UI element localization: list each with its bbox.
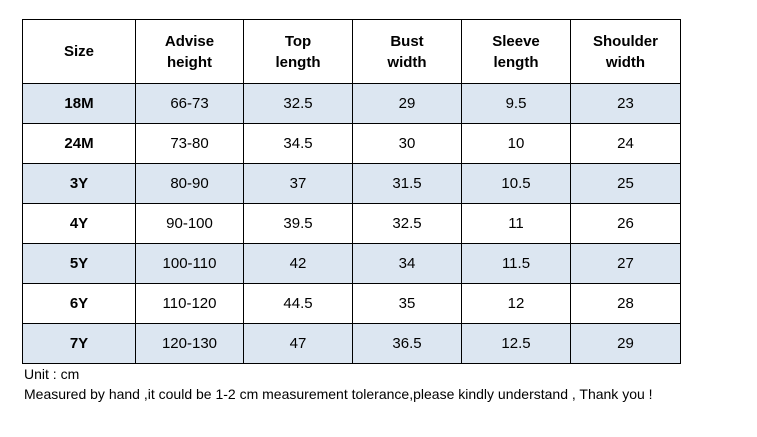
header-row: Size Advise height Top length Bust width Sleeve… — [22, 19, 681, 84]
size-cell: 7Y — [22, 323, 136, 364]
value-cell: 66-73 — [135, 83, 244, 124]
value-cell: 24 — [570, 123, 681, 164]
value-cell: 28 — [570, 283, 681, 324]
header-line: width — [387, 53, 427, 71]
header-line: Top — [284, 32, 312, 50]
value-cell: 29 — [352, 83, 462, 124]
table-row: 24M 73-80 34.5 30 10 24 — [22, 123, 681, 164]
header-cell: Sleeve length — [461, 19, 571, 84]
header-line: length — [493, 53, 539, 71]
value-cell: 10.5 — [461, 163, 571, 204]
table-row: 6Y 110-120 44.5 35 12 28 — [22, 283, 681, 324]
value-cell: 12.5 — [461, 323, 571, 364]
value-cell: 39.5 — [243, 203, 353, 244]
value-cell: 27 — [570, 243, 681, 284]
header-line: height — [167, 53, 212, 71]
size-cell: 4Y — [22, 203, 136, 244]
value-cell: 30 — [352, 123, 462, 164]
header-line: Size — [63, 43, 94, 60]
value-cell: 9.5 — [461, 83, 571, 124]
size-cell: 6Y — [22, 283, 136, 324]
value-cell: 10 — [461, 123, 571, 164]
size-cell: 3Y — [22, 163, 136, 204]
value-cell: 37 — [243, 163, 353, 204]
header-cell: Top length — [243, 19, 353, 84]
value-cell: 44.5 — [243, 283, 353, 324]
header-line: Sleeve — [492, 32, 540, 50]
value-cell: 80-90 — [135, 163, 244, 204]
value-cell: 31.5 — [352, 163, 462, 204]
tolerance-note: Measured by hand ,it could be 1-2 cm mea… — [24, 386, 653, 402]
value-cell: 11.5 — [461, 243, 571, 284]
header-line: Bust — [390, 32, 424, 50]
header-line: width — [605, 53, 646, 71]
unit-note: Unit : cm — [24, 366, 80, 382]
value-cell: 42 — [243, 243, 353, 284]
value-cell: 47 — [243, 323, 353, 364]
header-cell: Advise height — [135, 19, 244, 84]
value-cell: 32.5 — [243, 83, 353, 124]
value-cell: 36.5 — [352, 323, 462, 364]
table-row: 5Y 100-110 42 34 11.5 27 — [22, 243, 681, 284]
value-cell: 34.5 — [243, 123, 353, 164]
table-row: 4Y 90-100 39.5 32.5 11 26 — [22, 203, 681, 244]
value-cell: 110-120 — [135, 283, 244, 324]
header-line: Advise — [164, 32, 215, 50]
value-cell: 100-110 — [135, 243, 244, 284]
header-line: length — [275, 53, 321, 71]
table-row: 3Y 80-90 37 31.5 10.5 25 — [22, 163, 681, 204]
table-row: 7Y 120-130 47 36.5 12.5 29 — [22, 323, 681, 364]
size-cell: 24M — [22, 123, 136, 164]
value-cell: 11 — [461, 203, 571, 244]
value-cell: 12 — [461, 283, 571, 324]
size-cell: 18M — [22, 83, 136, 124]
header-cell: Size — [22, 19, 136, 84]
value-cell: 90-100 — [135, 203, 244, 244]
table-row: 18M 66-73 32.5 29 9.5 23 — [22, 83, 681, 124]
value-cell: 35 — [352, 283, 462, 324]
header-line: Shoulder — [592, 32, 658, 50]
value-cell: 34 — [352, 243, 462, 284]
value-cell: 23 — [570, 83, 681, 124]
size-cell: 5Y — [22, 243, 136, 284]
value-cell: 26 — [570, 203, 681, 244]
table-body: 18M 66-73 32.5 29 9.5 23 24M 73-80 34.5 30 10 24 3Y 8… — [22, 83, 681, 364]
header-cell: Shoulder width — [570, 19, 681, 84]
value-cell: 25 — [570, 163, 681, 204]
value-cell: 120-130 — [135, 323, 244, 364]
value-cell: 73-80 — [135, 123, 244, 164]
value-cell: 32.5 — [352, 203, 462, 244]
header-cell: Bust width — [352, 19, 462, 84]
size-table: Size Advise height Top length Bust width Sleeve… — [22, 19, 681, 364]
value-cell: 29 — [570, 323, 681, 364]
